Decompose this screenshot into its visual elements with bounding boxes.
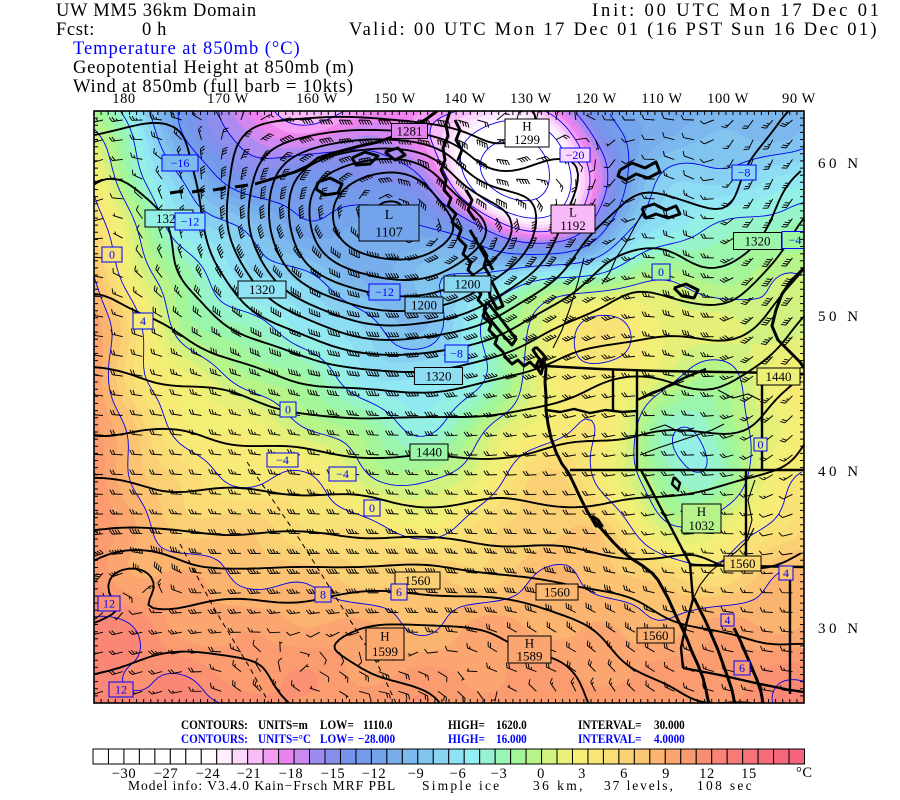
svg-text:L: L	[569, 205, 577, 220]
svg-text:−12: −12	[375, 285, 394, 299]
svg-text:H: H	[697, 504, 706, 519]
svg-text:1320: 1320	[745, 233, 771, 248]
svg-text:12: 12	[115, 683, 127, 697]
svg-text:4: 4	[783, 566, 789, 580]
svg-text:6: 6	[739, 661, 745, 675]
svg-text:0: 0	[369, 501, 375, 515]
svg-text:4: 4	[725, 613, 731, 627]
svg-text:1032: 1032	[689, 518, 715, 533]
svg-text:1440: 1440	[766, 369, 792, 384]
svg-text:−4: −4	[336, 467, 349, 481]
svg-text:4: 4	[140, 314, 146, 328]
svg-text:6: 6	[396, 585, 402, 599]
svg-text:1560: 1560	[405, 573, 431, 588]
svg-text:−8: −8	[738, 166, 751, 180]
svg-text:1200: 1200	[411, 297, 437, 312]
svg-text:1560: 1560	[544, 584, 570, 599]
svg-text:1281: 1281	[397, 123, 423, 138]
svg-text:L: L	[385, 208, 394, 223]
svg-text:−4: −4	[789, 233, 802, 247]
svg-text:1200: 1200	[455, 276, 481, 291]
svg-text:1192: 1192	[560, 218, 586, 233]
svg-text:1320: 1320	[426, 368, 452, 383]
svg-text:1107: 1107	[375, 225, 402, 240]
svg-text:−20: −20	[566, 148, 585, 162]
svg-text:1440: 1440	[416, 444, 442, 459]
svg-text:H: H	[522, 119, 531, 134]
svg-text:−4: −4	[276, 453, 289, 467]
svg-text:0: 0	[109, 248, 115, 262]
svg-text:−12: −12	[181, 215, 200, 229]
svg-text:−16: −16	[171, 156, 190, 170]
svg-text:1599: 1599	[372, 644, 398, 659]
svg-text:12: 12	[103, 597, 115, 611]
svg-text:−8: −8	[450, 347, 463, 361]
svg-text:1589: 1589	[517, 648, 543, 663]
svg-text:0: 0	[758, 438, 764, 452]
svg-text:H: H	[380, 629, 389, 644]
svg-text:8: 8	[320, 588, 326, 602]
svg-text:0: 0	[658, 265, 664, 279]
svg-text:1299: 1299	[514, 132, 540, 147]
svg-text:H: H	[525, 635, 534, 650]
svg-text:1560: 1560	[730, 556, 756, 571]
svg-text:1560: 1560	[643, 628, 669, 643]
svg-text:1320: 1320	[249, 282, 275, 297]
svg-text:0: 0	[285, 403, 291, 417]
